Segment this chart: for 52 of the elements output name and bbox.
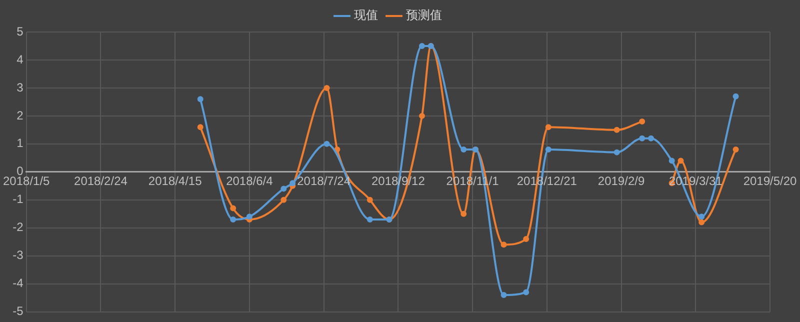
point [698,214,705,220]
point [648,135,654,142]
y-tick-label: -2 [12,220,24,234]
y-tick-label: 3 [16,80,24,94]
point [280,186,287,192]
point [334,146,340,153]
x-tick-label: 2018/2/24 [74,174,128,188]
point [366,216,373,222]
point [732,146,739,153]
point [290,180,296,186]
point [545,124,552,130]
point [678,158,684,164]
point [418,42,425,49]
y-tick-label: -5 [12,304,24,318]
x-tick-label: 2018/4/15 [148,174,202,188]
point [418,112,425,119]
point [230,216,236,222]
point [460,210,467,217]
y-tick-label: -1 [12,192,24,206]
point [523,289,530,296]
point [324,140,330,147]
y-tick-label: 2 [16,108,24,122]
legend-label: 预测值 [406,8,442,22]
point [614,126,620,133]
y-tick-label: -3 [12,248,24,262]
point [280,196,287,203]
point [668,158,675,164]
point [230,205,236,212]
point [246,214,252,220]
x-tick-label: 2019/5/20 [743,174,798,188]
point [366,196,373,203]
point [698,219,705,226]
y-tick-label: 5 [16,24,24,38]
x-tick-label: 2019/2/9 [598,174,645,188]
point [500,292,507,298]
point [523,236,530,242]
x-tick-label: 2018/6/4 [226,174,274,188]
point [460,146,467,153]
point [197,124,204,130]
point [545,146,552,153]
y-tick-label: -4 [12,276,24,290]
point [639,135,646,142]
point [639,118,646,125]
point [324,84,330,91]
point [197,96,204,102]
y-tick-label: 1 [16,136,24,150]
point [500,242,507,248]
x-tick-label: 2018/1/5 [2,174,50,188]
point [732,93,739,100]
y-tick-label: 4 [16,52,24,66]
point [614,149,620,156]
legend-label: 现值 [354,8,378,22]
